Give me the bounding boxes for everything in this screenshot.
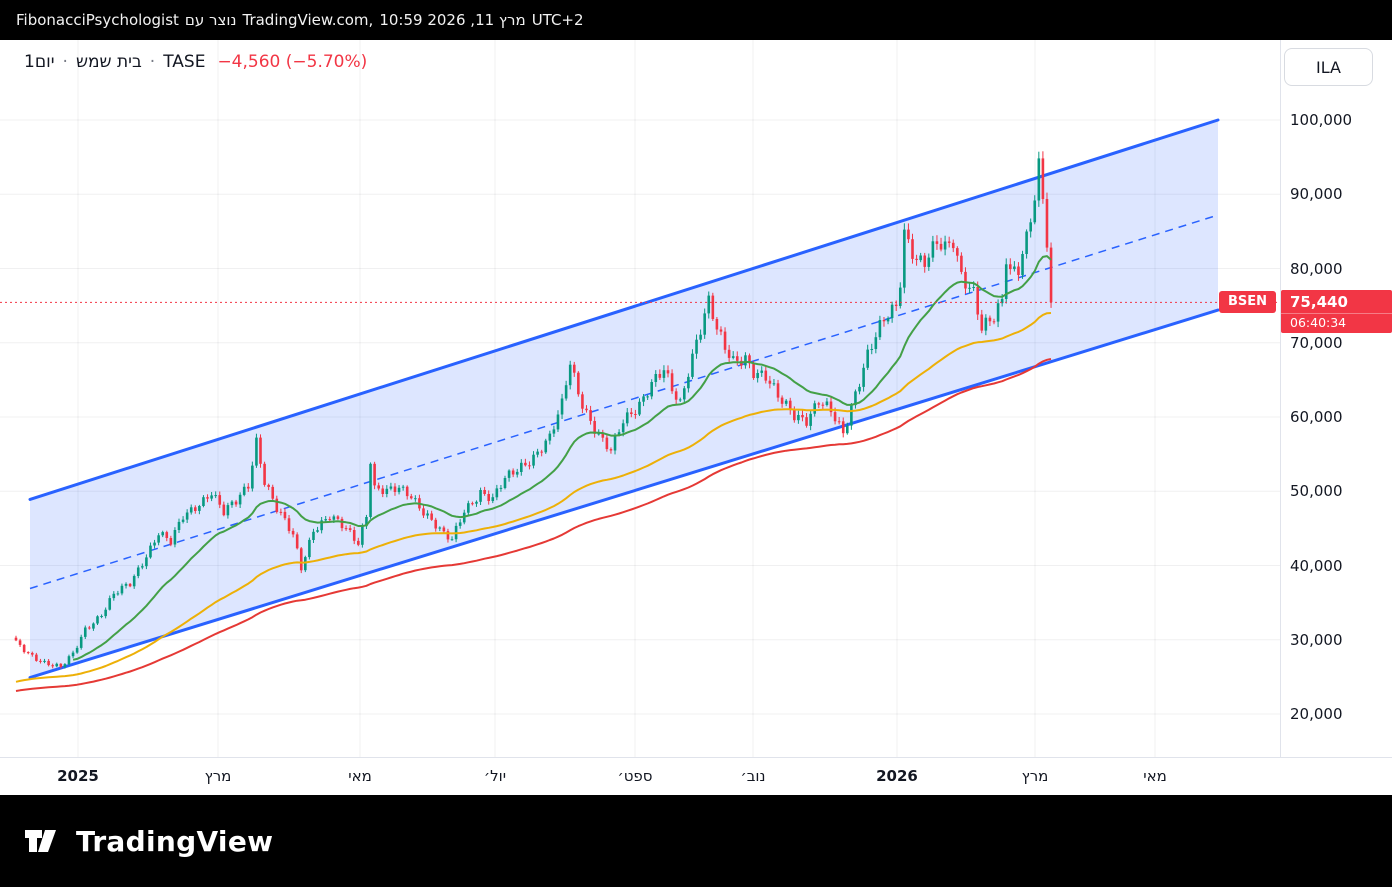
time-axis[interactable]: 2025 מרץ מאי יול׳ ספט׳ נוב׳ 2026 מרץ מאי xyxy=(0,757,1392,796)
time-axis-label: נוב׳ xyxy=(740,767,766,785)
legend-separator: · xyxy=(149,52,156,72)
attribution-created-with: נוצר עם xyxy=(184,11,237,29)
chart-pane[interactable]: 1יום · בית שמש · TASE −4,560 (−5.70%) BS… xyxy=(0,40,1280,757)
time-axis-label: 2025 xyxy=(57,767,99,785)
price-axis-label: 20,000 xyxy=(1290,705,1343,723)
attribution-username: FibonacciPsychologist xyxy=(16,11,179,29)
price-axis-label: 50,000 xyxy=(1290,482,1343,501)
time-axis-label: 2026 xyxy=(876,767,918,785)
tradingview-brand[interactable]: TradingView xyxy=(76,824,274,858)
price-change: −4,560 (−5.70%) xyxy=(217,52,368,72)
interval-label[interactable]: 1יום xyxy=(24,52,55,72)
price-axis-label: 60,000 xyxy=(1290,408,1343,426)
time-axis-label: מאי xyxy=(1143,767,1167,785)
time-axis-label: ספט׳ xyxy=(617,767,653,785)
tradingview-logo-icon[interactable] xyxy=(22,823,62,859)
bar-countdown: 06:40:34 xyxy=(1281,313,1392,333)
price-chart-canvas[interactable] xyxy=(0,40,1280,757)
attribution-bar: FibonacciPsychologist נוצר עם TradingVie… xyxy=(0,0,1392,40)
ma-slow-line xyxy=(15,358,1052,692)
symbol-price-tag: BSEN xyxy=(1218,291,1276,314)
time-axis-label: מרץ xyxy=(204,767,232,785)
chart-region: 1יום · בית שמש · TASE −4,560 (−5.70%) BS… xyxy=(0,40,1392,796)
price-axis-label: 100,000 xyxy=(1290,111,1353,129)
time-axis-label: יול׳ xyxy=(483,767,507,785)
time-axis-label: מאי xyxy=(348,767,372,785)
attribution-datetime: מרץ 11, 2026 10:59 xyxy=(379,11,526,29)
footer-bar: TradingView xyxy=(0,795,1392,887)
ma-mid-line xyxy=(15,312,1052,683)
attribution-timezone: UTC+2 xyxy=(531,11,584,29)
price-axis-label: 90,000 xyxy=(1290,185,1343,204)
attribution-site: TradingView.com, xyxy=(242,11,374,29)
symbol-name[interactable]: בית שמש xyxy=(75,52,142,72)
symbol-legend[interactable]: 1יום · בית שמש · TASE −4,560 (−5.70%) xyxy=(24,52,367,72)
time-axis-label: מרץ xyxy=(1021,767,1049,785)
watermark-label: ILA xyxy=(1284,48,1373,86)
price-axis-label: 30,000 xyxy=(1290,630,1343,649)
ma-fast-line xyxy=(72,255,1052,661)
last-price-value: 75,440 xyxy=(1290,293,1348,312)
legend-separator: · xyxy=(62,52,68,72)
price-axis-label: 40,000 xyxy=(1290,556,1343,575)
price-axis-label: 80,000 xyxy=(1290,259,1343,278)
price-axis[interactable]: ILA 100,000 90,000 80,000 70,000 60,000 50,00… xyxy=(1280,40,1392,757)
last-price-label: 75,440 06:40:34 xyxy=(1281,290,1392,334)
price-axis-label: 70,000 xyxy=(1290,333,1343,352)
exchange-label[interactable]: TASE xyxy=(163,52,206,72)
